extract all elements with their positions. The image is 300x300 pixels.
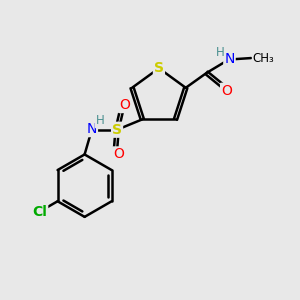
Text: Cl: Cl (32, 205, 47, 219)
Text: H: H (216, 46, 225, 59)
Text: O: O (113, 147, 124, 161)
Text: O: O (221, 84, 232, 98)
Text: S: S (154, 61, 164, 75)
Text: N: N (87, 122, 97, 136)
Text: H: H (96, 114, 104, 127)
Text: N: N (224, 52, 235, 66)
Text: CH₃: CH₃ (253, 52, 274, 64)
Text: O: O (119, 98, 130, 112)
Text: S: S (112, 123, 122, 137)
